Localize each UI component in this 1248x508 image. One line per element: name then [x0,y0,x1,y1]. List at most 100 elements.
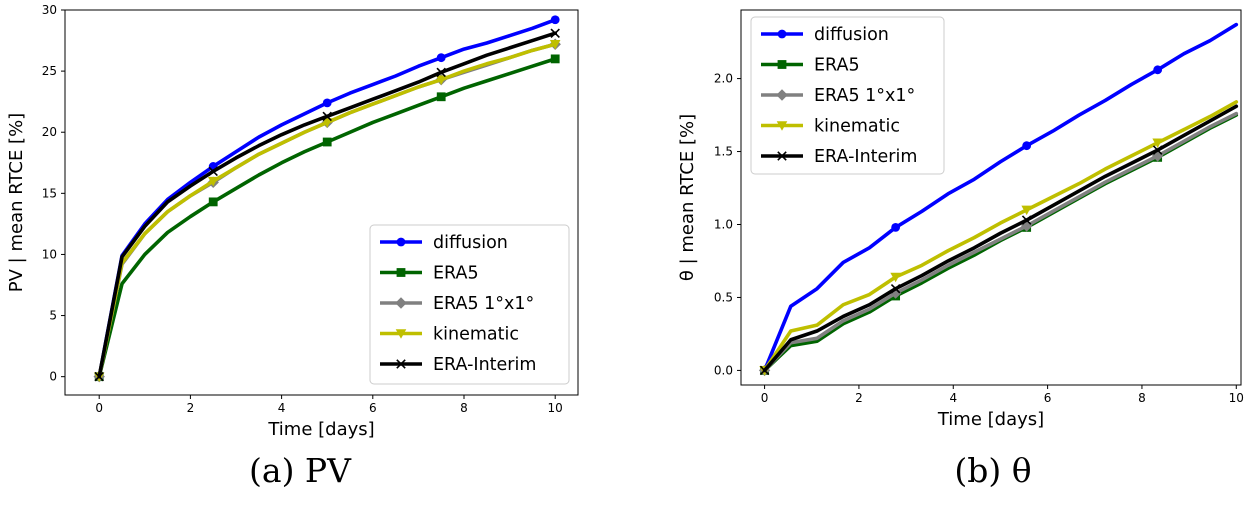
plot-area [758,22,1239,377]
data-point-era5 [322,137,332,147]
legend-label: ERA5 [814,56,860,76]
x-axis-label: Time [days] [267,419,374,440]
legend-label: diffusion [433,233,508,253]
data-point-era-interim [1152,145,1163,155]
chart-caption: (b) θ [954,451,1031,490]
legend-label: ERA5 1°x1° [814,86,915,106]
x-tick-label: 8 [460,401,468,415]
legend-label: ERA-Interim [433,355,536,375]
data-point-diffusion [891,223,901,232]
data-point-era5 [550,54,560,64]
y-tick-label: 0.5 [714,290,733,304]
data-point-diffusion [1022,141,1032,151]
chart-panel-a: 0 2 4 6 8 10 0 5 10 15 20 25 30 Time [days] PV | mean … [6,3,579,490]
x-tick-label: 4 [949,391,957,405]
data-point-diffusion [322,98,332,108]
data-point-era-interim [759,365,770,376]
data-point-kinematic [1021,205,1032,216]
x-tick-label: 8 [1138,391,1146,405]
x-tick-label: 10 [1229,391,1244,405]
data-point-kinematic [890,272,901,283]
data-point-kinematic [1152,138,1163,149]
x-tick-label: 10 [548,401,563,415]
y-tick-label: 5 [49,309,57,323]
legend-swatch-marker [395,297,407,309]
data-point-kinematic [435,75,447,85]
legend-item-era-interim: ERA-Interim [761,147,917,167]
legend-item-era5-1-x1: ERA5 1°x1° [761,86,915,106]
y-tick-label: 30 [42,3,57,17]
legend-item-era-interim: ERA-Interim [380,355,536,375]
series-era-interim [94,28,560,382]
chart-panel-b: 0 2 4 6 8 10 0.0 0.5 1.0 1.5 2.0 Time [days] θ | mea… [677,9,1244,490]
plot-frame [740,9,1242,386]
legend-swatch-marker [396,359,406,369]
data-point-era-interim [322,111,332,122]
data-point-kinematic [321,118,333,128]
y-tick-label: 2.0 [714,72,733,86]
y-axis-label: PV | mean RTCE [%] [6,113,27,292]
legend-item-diffusion: diffusion [380,233,508,253]
legend-swatch-marker [396,268,406,277]
x-tick-label: 6 [1044,391,1052,405]
legend-label: ERA5 [433,264,479,284]
legend-frame [750,16,945,175]
chart-caption: (a) PV [249,451,352,490]
legend-swatch-marker [776,121,788,131]
x-tick-label: 2 [855,391,863,405]
data-point-era5 [208,197,218,207]
plot-frame [64,9,579,396]
data-point-diffusion [436,53,446,63]
data-point-era5-1-x1 [889,287,902,299]
legend-label: ERA-Interim [814,147,917,167]
y-tick-label: 20 [42,125,57,139]
legend-item-era5: ERA5 [380,264,479,284]
legend-label: diffusion [814,25,889,45]
x-axis-label: Time [days] [937,409,1044,430]
x-tick-label: 6 [369,401,377,415]
legend-swatch-marker [396,237,406,247]
data-point-era-interim [208,166,218,177]
plot-area [93,15,561,383]
data-point-diffusion [1153,65,1163,75]
legend-swatch-marker [777,151,787,161]
legend: diffusion ERA5 ERA5 1°x1° kinematic ERA-Inte… [750,16,945,175]
data-point-era-interim [890,283,901,294]
data-point-kinematic [207,176,219,187]
legend-swatch-marker [776,89,788,101]
legend-item-era5: ERA5 [761,56,860,76]
y-tick-label: 1.0 [714,217,733,231]
x-tick-label: 2 [187,401,195,415]
y-tick-label: 25 [42,64,57,78]
legend-label: kinematic [814,117,900,137]
data-point-era-interim [550,28,560,38]
legend-frame [369,224,570,385]
legend-item-diffusion: diffusion [761,25,889,45]
legend-swatch-marker [777,29,787,39]
legend-item-kinematic: kinematic [380,325,519,345]
data-point-era5 [436,92,446,102]
legend-label: kinematic [433,325,519,345]
series-era-interim [759,104,1239,376]
data-point-era-interim [94,371,104,382]
x-tick-label: 0 [761,391,769,405]
legend: diffusion ERA5 ERA5 1°x1° kinematic ERA-Inte… [369,224,570,385]
data-point-kinematic [549,39,561,50]
data-point-era-interim [1021,215,1032,225]
data-point-era-interim [436,67,446,78]
legend-swatch-marker [395,329,407,339]
y-tick-label: 0 [49,370,57,384]
legend-label: ERA5 1°x1° [433,294,534,314]
y-tick-label: 0.0 [714,363,733,377]
y-axis-label: θ | mean RTCE [%] [677,114,698,281]
y-tick-label: 1.5 [714,145,733,159]
x-tick-label: 4 [278,401,286,415]
data-point-diffusion [550,15,560,25]
legend-item-kinematic: kinematic [761,117,900,137]
y-tick-label: 15 [42,186,57,200]
y-tick-label: 10 [42,247,57,261]
legend-swatch-marker [777,60,787,69]
legend-item-era5-1-x1: ERA5 1°x1° [380,294,534,314]
x-tick-label: 0 [95,401,103,415]
